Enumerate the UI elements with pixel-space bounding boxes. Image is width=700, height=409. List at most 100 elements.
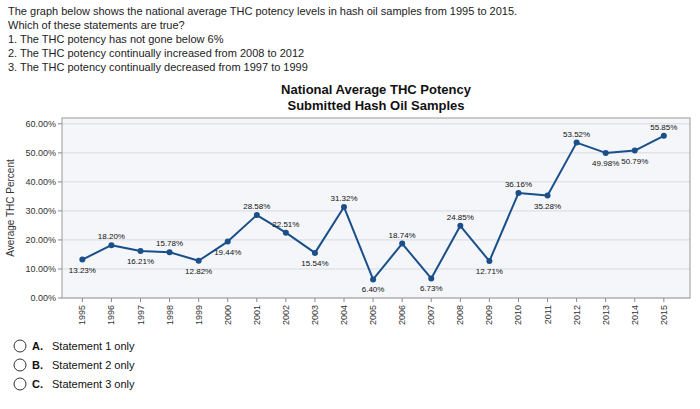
- annotation: 3. The THC potency continually decreased…: [8, 61, 308, 73]
- data-label: 19.44%: [214, 248, 241, 257]
- option-letter: C.: [32, 378, 43, 390]
- y-tick-label: 10.00%: [25, 264, 56, 274]
- plot-frame: [62, 118, 690, 298]
- x-tick-label: 2000: [223, 305, 233, 325]
- x-tick-label: 2011: [543, 305, 553, 324]
- data-label: 16.21%: [127, 257, 154, 266]
- option-circle: [14, 340, 26, 352]
- point: [486, 258, 492, 264]
- data-label: 22.51%: [272, 220, 299, 229]
- x-tick-label: 1995: [77, 305, 87, 325]
- point: [138, 248, 144, 254]
- x-tick: [140, 298, 141, 302]
- y-tick-label: 20.00%: [25, 235, 56, 245]
- x-tick-label: 2012: [572, 305, 582, 325]
- option-letter: A.: [32, 340, 43, 352]
- point: [632, 148, 638, 154]
- point: [574, 140, 580, 146]
- y-tick-label: 30.00%: [25, 206, 56, 216]
- y-tick: [58, 210, 62, 211]
- x-tick-label: 1997: [136, 305, 146, 325]
- x-tick: [576, 298, 577, 302]
- title: National Average THC Potency: [281, 82, 472, 97]
- x-tick: [256, 298, 257, 302]
- x-tick-label: 2003: [310, 305, 320, 325]
- data-label: 49.98%: [592, 159, 619, 168]
- y-tick: [58, 181, 62, 182]
- option-circle: [14, 378, 26, 390]
- annotation: Which of these statements are true?: [8, 19, 185, 31]
- point: [312, 250, 318, 256]
- x-tick-label: 2014: [630, 305, 640, 325]
- point: [661, 133, 667, 139]
- data-label: 53.52%: [563, 130, 590, 139]
- option-letter: B.: [32, 359, 43, 371]
- x-tick-label: 2002: [281, 305, 291, 325]
- point: [254, 212, 260, 218]
- data-label: 35.28%: [534, 202, 561, 211]
- x-tick-label: 2015: [659, 305, 669, 325]
- point: [603, 150, 609, 156]
- annotation: The graph below shows the national avera…: [8, 5, 517, 17]
- point: [399, 241, 405, 247]
- y-tick-label: 0.00%: [30, 293, 56, 303]
- y-tick-label: 50.00%: [25, 148, 56, 158]
- x-tick-label: 2001: [252, 305, 262, 325]
- x-tick-label: 1998: [165, 305, 175, 325]
- data-label: 50.79%: [621, 157, 648, 166]
- x-tick-label: 2004: [339, 305, 349, 325]
- data-label: 18.20%: [98, 232, 125, 241]
- plot-area: [62, 118, 690, 298]
- x-tick: [82, 298, 83, 302]
- x-tick-label: 2007: [426, 305, 436, 325]
- x-tick: [344, 298, 345, 302]
- annotation: 1. The THC potency has not gone below 6%: [8, 33, 224, 45]
- point: [370, 276, 376, 282]
- x-tick: [285, 298, 286, 302]
- grid-line: [62, 210, 690, 211]
- grid-line: [62, 123, 690, 124]
- option-text: Statement 3 only: [52, 378, 135, 390]
- x-tick: [198, 298, 199, 302]
- y-tick-label: 60.00%: [25, 119, 56, 129]
- x-tick-label: 1996: [106, 305, 116, 325]
- point: [283, 230, 289, 236]
- x-tick-label: 2006: [397, 305, 407, 325]
- x-tick: [314, 298, 315, 302]
- point: [196, 258, 202, 264]
- x-tick: [431, 298, 432, 302]
- data-label: 6.73%: [420, 284, 443, 293]
- x-tick: [489, 298, 490, 302]
- option-text: Statement 1 only: [52, 340, 135, 352]
- x-tick-label: 2008: [455, 305, 465, 325]
- y-tick-label: 40.00%: [25, 177, 56, 187]
- data-label: 12.82%: [185, 267, 212, 276]
- x-tick: [518, 298, 519, 302]
- data-label: 13.23%: [69, 266, 96, 275]
- y-tick: [58, 152, 62, 153]
- option-circle: [14, 359, 26, 371]
- point: [428, 275, 434, 281]
- point: [225, 239, 231, 245]
- option-text: Statement 2 only: [52, 359, 135, 371]
- y-tick: [58, 298, 62, 299]
- data-label: 36.16%: [505, 180, 532, 189]
- point: [79, 257, 85, 263]
- series-group: [79, 133, 666, 283]
- data-label: 15.78%: [156, 239, 183, 248]
- x-tick: [227, 298, 228, 302]
- data-label: 31.32%: [330, 194, 357, 203]
- grid-line: [62, 268, 690, 269]
- y-tick: [58, 239, 62, 240]
- x-tick-label: 2009: [484, 305, 494, 325]
- x-tick: [111, 298, 112, 302]
- point: [457, 223, 463, 229]
- grid-line: [62, 152, 690, 153]
- x-tick: [547, 298, 548, 302]
- point: [341, 204, 347, 210]
- chart: The graph below shows the national avera…: [0, 0, 700, 409]
- x-tick-label: 1999: [194, 305, 204, 325]
- data-label: 24.85%: [447, 213, 474, 222]
- point: [108, 242, 114, 248]
- point: [515, 190, 521, 196]
